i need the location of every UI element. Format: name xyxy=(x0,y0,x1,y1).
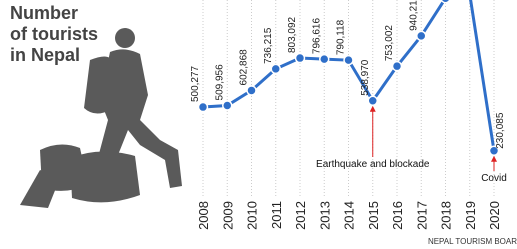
x-tick-label: 2011 xyxy=(269,201,284,229)
data-label: 602,868 xyxy=(239,49,250,86)
marker xyxy=(271,64,280,73)
marker xyxy=(393,62,402,71)
marker xyxy=(247,86,256,95)
data-label: 753,002 xyxy=(384,25,395,62)
data-label: 803,092 xyxy=(287,16,298,53)
marker xyxy=(223,101,232,110)
x-tick-label: 2015 xyxy=(366,201,381,230)
x-tick-label: 2008 xyxy=(196,201,211,230)
data-label: 940,218 xyxy=(408,0,419,31)
x-tick-label: 2019 xyxy=(463,201,478,230)
x-tick-label: 2017 xyxy=(414,201,429,230)
data-label: 796,616 xyxy=(311,18,322,55)
annotation: Covid xyxy=(481,173,507,184)
x-tick-label: 2010 xyxy=(245,201,260,230)
marker xyxy=(320,55,329,64)
marker xyxy=(296,54,305,63)
data-label: 500,277 xyxy=(190,65,201,102)
data-label: 230,085 xyxy=(495,112,506,149)
data-label: 538,970 xyxy=(360,59,371,96)
marker xyxy=(344,56,353,65)
annotation: Earthquake and blockade xyxy=(316,159,430,170)
x-tick-label: 2016 xyxy=(390,201,405,230)
data-label: 509,956 xyxy=(214,64,225,101)
x-tick-label: 2009 xyxy=(220,201,235,230)
data-label: 790,118 xyxy=(336,19,347,55)
x-tick-label: 2012 xyxy=(293,201,308,230)
x-tick-label: 2018 xyxy=(439,201,454,230)
x-tick-label: 2013 xyxy=(317,201,332,230)
marker xyxy=(441,0,450,3)
chart: Numberof touristsin Nepal 500,277 509,956… xyxy=(0,0,517,249)
marker xyxy=(417,31,426,40)
marker xyxy=(368,96,377,105)
marker xyxy=(199,103,208,112)
x-tick-label: 2014 xyxy=(342,201,357,230)
source: NEPAL TOURISM BOAR xyxy=(428,237,517,246)
x-tick-label: 2020 xyxy=(487,201,502,230)
data-label: 736,215 xyxy=(263,27,274,64)
